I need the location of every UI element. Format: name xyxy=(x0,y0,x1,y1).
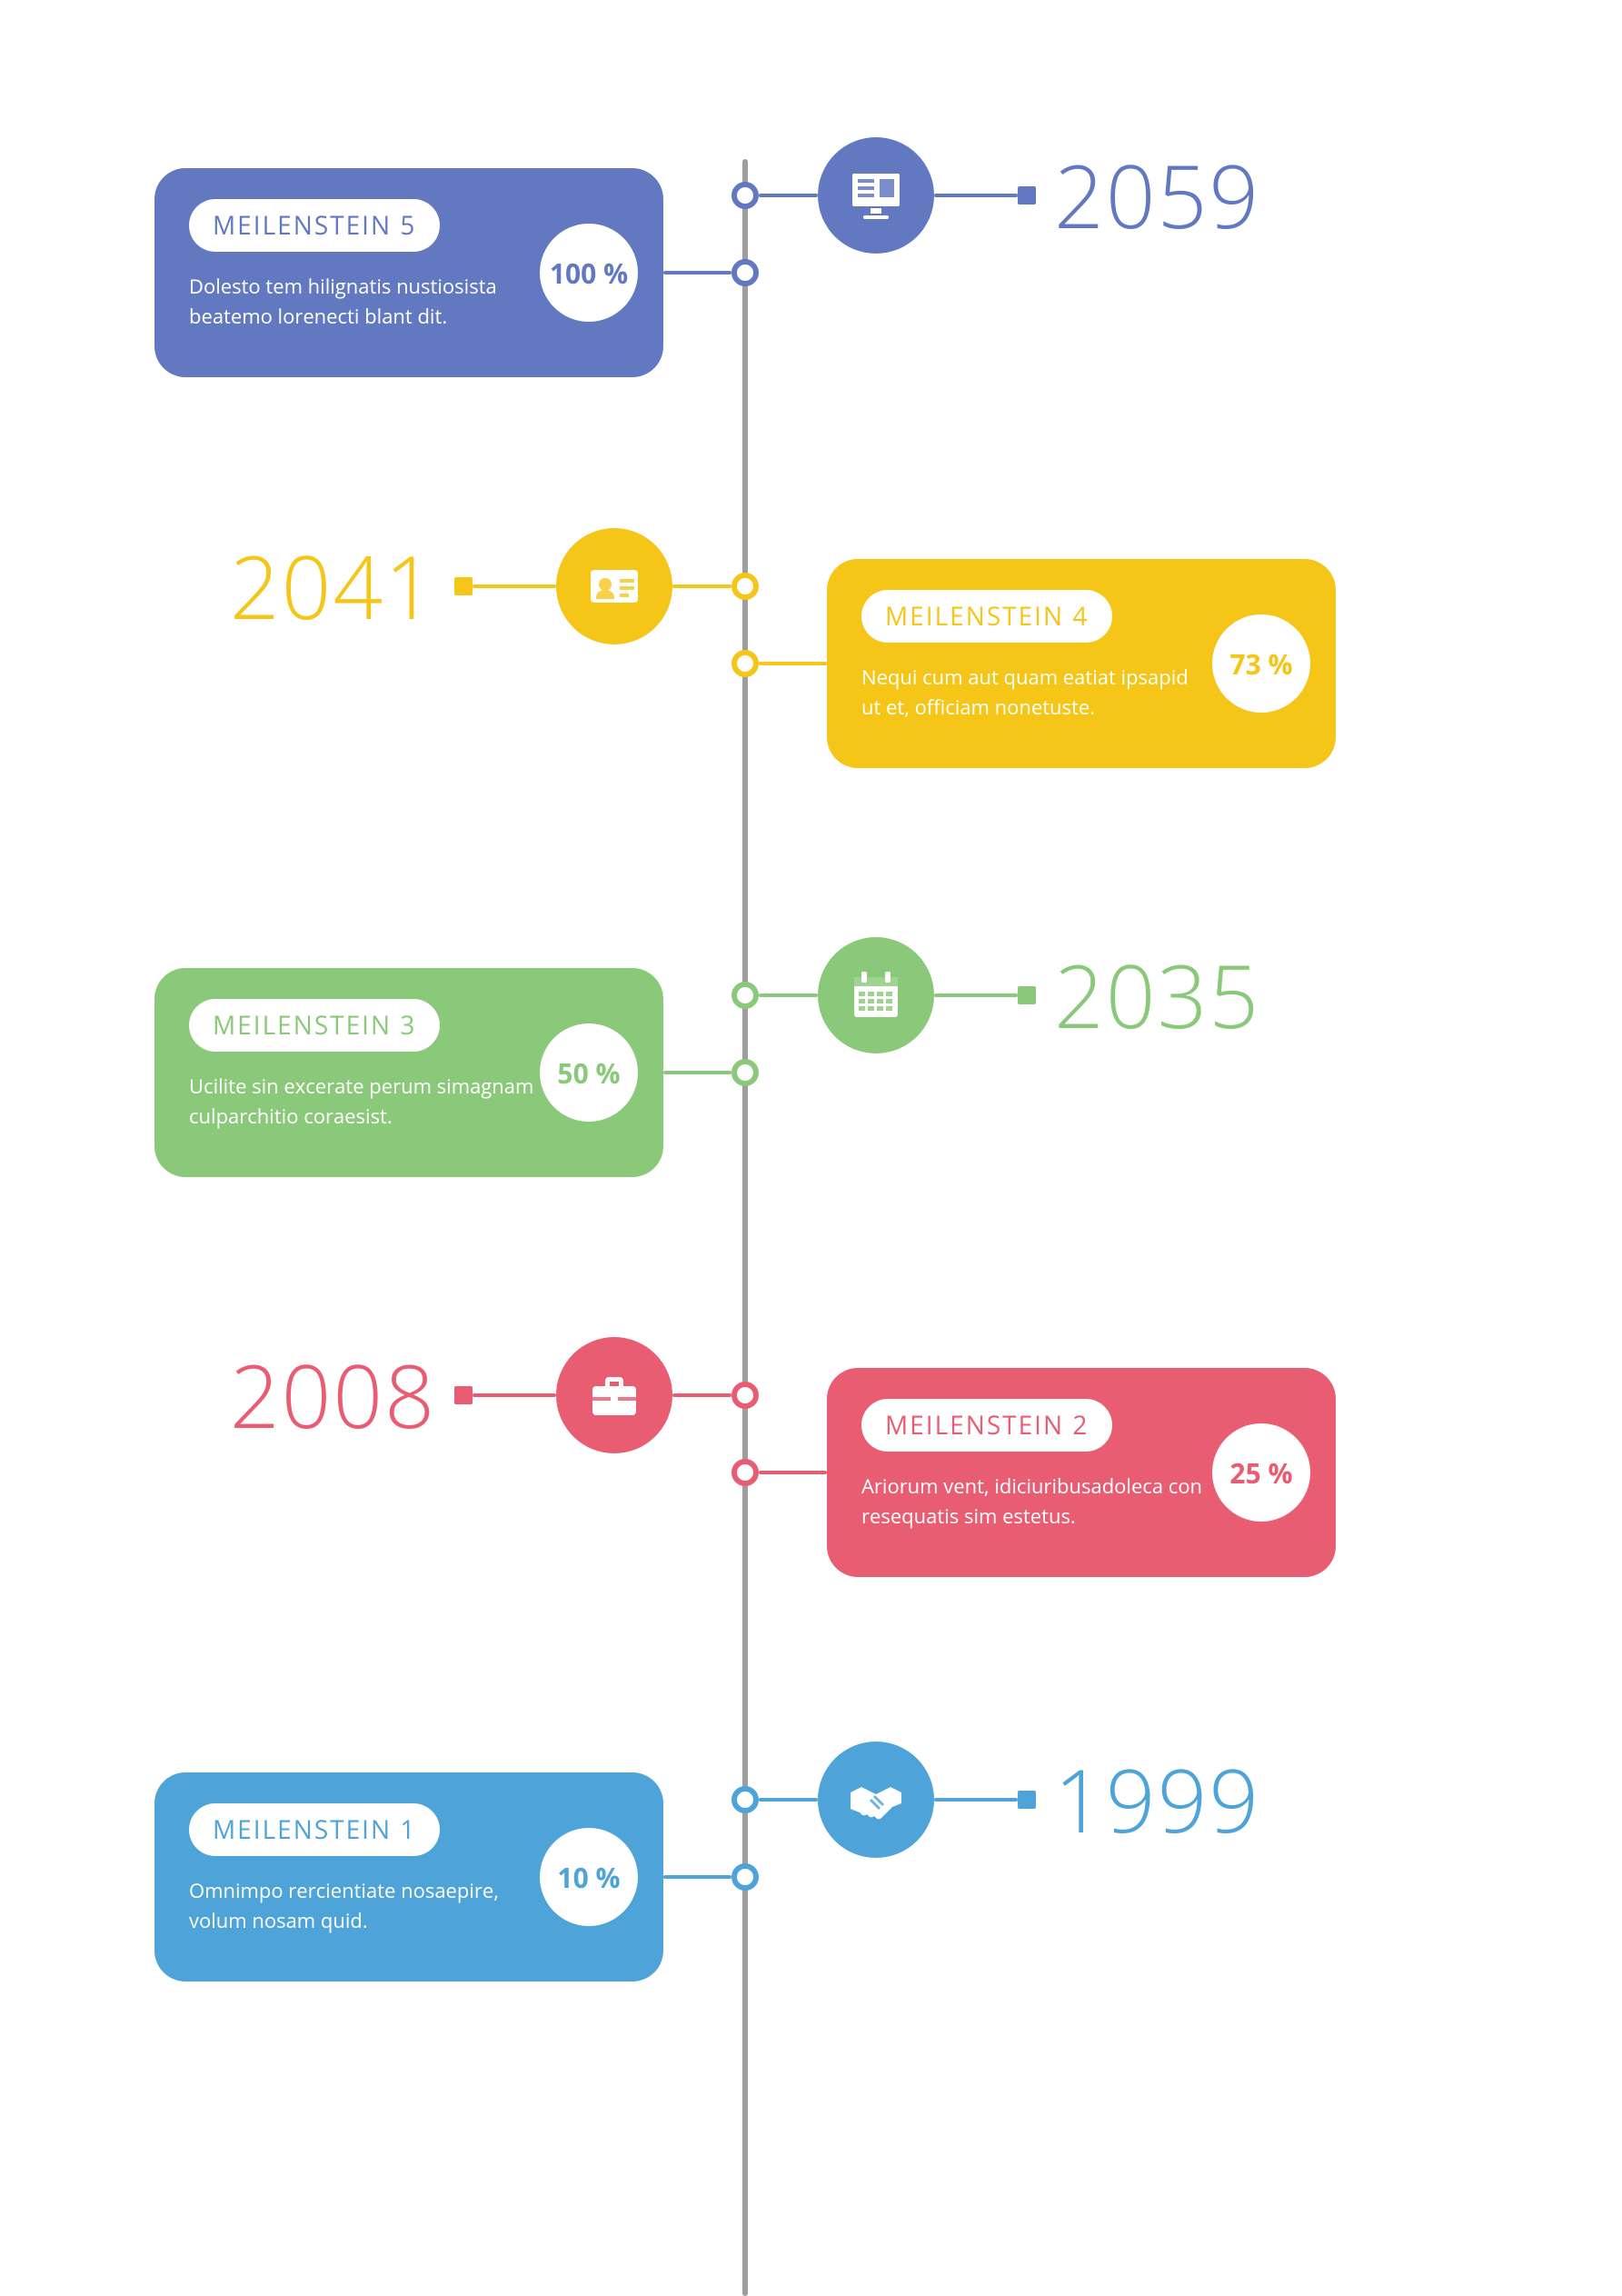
connector xyxy=(759,1471,827,1474)
connector xyxy=(934,993,1018,997)
connector-endcap xyxy=(454,577,473,595)
connector xyxy=(759,1798,818,1802)
axis-ring xyxy=(731,1459,759,1486)
milestone-card: MEILENSTEIN 5 Dolesto tem hilignatis nust… xyxy=(154,168,663,377)
milestone-title: MEILENSTEIN 2 xyxy=(861,1399,1112,1452)
connector-endcap xyxy=(454,1386,473,1404)
connector xyxy=(663,271,731,275)
milestone-title: MEILENSTEIN 3 xyxy=(189,999,440,1052)
milestone-percent: 73 % xyxy=(1212,614,1310,713)
connector-endcap xyxy=(1018,986,1036,1004)
milestone-card: MEILENSTEIN 2 Ariorum vent, idiciuribusad… xyxy=(827,1368,1336,1577)
briefcase-icon xyxy=(556,1337,672,1453)
milestone-title: MEILENSTEIN 4 xyxy=(861,590,1112,643)
axis-ring xyxy=(731,650,759,677)
connector-endcap xyxy=(1018,186,1036,205)
id-card-icon xyxy=(556,528,672,644)
connector xyxy=(934,194,1018,197)
milestone-card: MEILENSTEIN 3 Ucilite sin excerate perum … xyxy=(154,968,663,1177)
milestone-percent: 100 % xyxy=(540,224,638,322)
axis-ring xyxy=(731,259,759,286)
axis-ring xyxy=(731,1382,759,1409)
connector-endcap xyxy=(1018,1791,1036,1809)
milestone-title: MEILENSTEIN 5 xyxy=(189,199,440,252)
handshake-icon xyxy=(818,1742,934,1858)
milestone-title: MEILENSTEIN 1 xyxy=(189,1803,440,1856)
milestone-description: Omnimpo rercientiate nosaepire, volum no… xyxy=(189,1876,534,1936)
year-label: 1999 xyxy=(1054,1756,1260,1843)
year-label: 2059 xyxy=(1054,152,1260,239)
calendar-icon xyxy=(818,937,934,1053)
milestone-percent: 50 % xyxy=(540,1023,638,1122)
axis-ring xyxy=(731,1786,759,1813)
milestone-description: Ariorum vent, idiciuribusadoleca con res… xyxy=(861,1472,1207,1532)
connector xyxy=(934,1798,1018,1802)
axis-ring xyxy=(731,1863,759,1891)
monitor-icon xyxy=(818,137,934,254)
milestone-description: Dolesto tem hilignatis nustiosista beate… xyxy=(189,272,534,332)
connector xyxy=(473,1393,556,1397)
axis-ring xyxy=(731,182,759,209)
timeline-axis xyxy=(742,159,748,2296)
connector xyxy=(473,584,556,588)
connector xyxy=(759,662,827,665)
axis-ring xyxy=(731,1059,759,1086)
milestone-description: Ucilite sin excerate perum simagnam culp… xyxy=(189,1072,534,1132)
milestone-card: MEILENSTEIN 4 Nequi cum aut quam eatiat i… xyxy=(827,559,1336,768)
connector xyxy=(672,584,731,588)
milestone-card: MEILENSTEIN 1 Omnimpo rercientiate nosaep… xyxy=(154,1772,663,1982)
year-label: 2008 xyxy=(230,1352,436,1439)
axis-ring xyxy=(731,573,759,600)
connector xyxy=(672,1393,731,1397)
milestone-percent: 25 % xyxy=(1212,1423,1310,1522)
milestone-percent: 10 % xyxy=(540,1828,638,1926)
year-label: 2041 xyxy=(230,543,436,630)
year-label: 2035 xyxy=(1054,952,1260,1039)
connector xyxy=(759,993,818,997)
connector xyxy=(663,1071,731,1074)
connector xyxy=(663,1875,731,1879)
timeline-stage: 2059 MEILENSTEIN 5 Dolesto tem hilignatis … xyxy=(0,0,1622,2296)
connector xyxy=(759,194,818,197)
milestone-description: Nequi cum aut quam eatiat ipsapid ut et,… xyxy=(861,663,1207,723)
axis-ring xyxy=(731,982,759,1009)
